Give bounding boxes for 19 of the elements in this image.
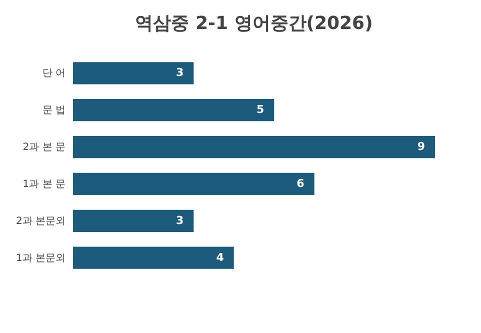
data-label: 5 [256, 103, 264, 116]
y-tick-label: 단 어 [42, 68, 66, 80]
bar [73, 210, 194, 232]
bar [73, 172, 314, 196]
y-tick-label: 문 법 [42, 105, 66, 116]
data-label: 3 [176, 66, 184, 80]
bar [73, 136, 435, 158]
y-tick-label: 2과 본 문 [22, 142, 66, 154]
bar [73, 99, 274, 122]
chart-title: 역삼중 2-1 영어중간(2026) [135, 13, 373, 34]
bar [73, 246, 234, 269]
data-label: 3 [176, 214, 184, 227]
y-tick-label: 2과 본문외 [16, 216, 66, 227]
data-label: 4 [216, 250, 224, 264]
bar [73, 62, 194, 84]
y-tick-label: 1과 본문외 [16, 252, 66, 264]
y-tick-label: 1과 본 문 [22, 178, 66, 190]
data-label: 6 [296, 176, 305, 190]
data-label: 9 [417, 140, 425, 154]
